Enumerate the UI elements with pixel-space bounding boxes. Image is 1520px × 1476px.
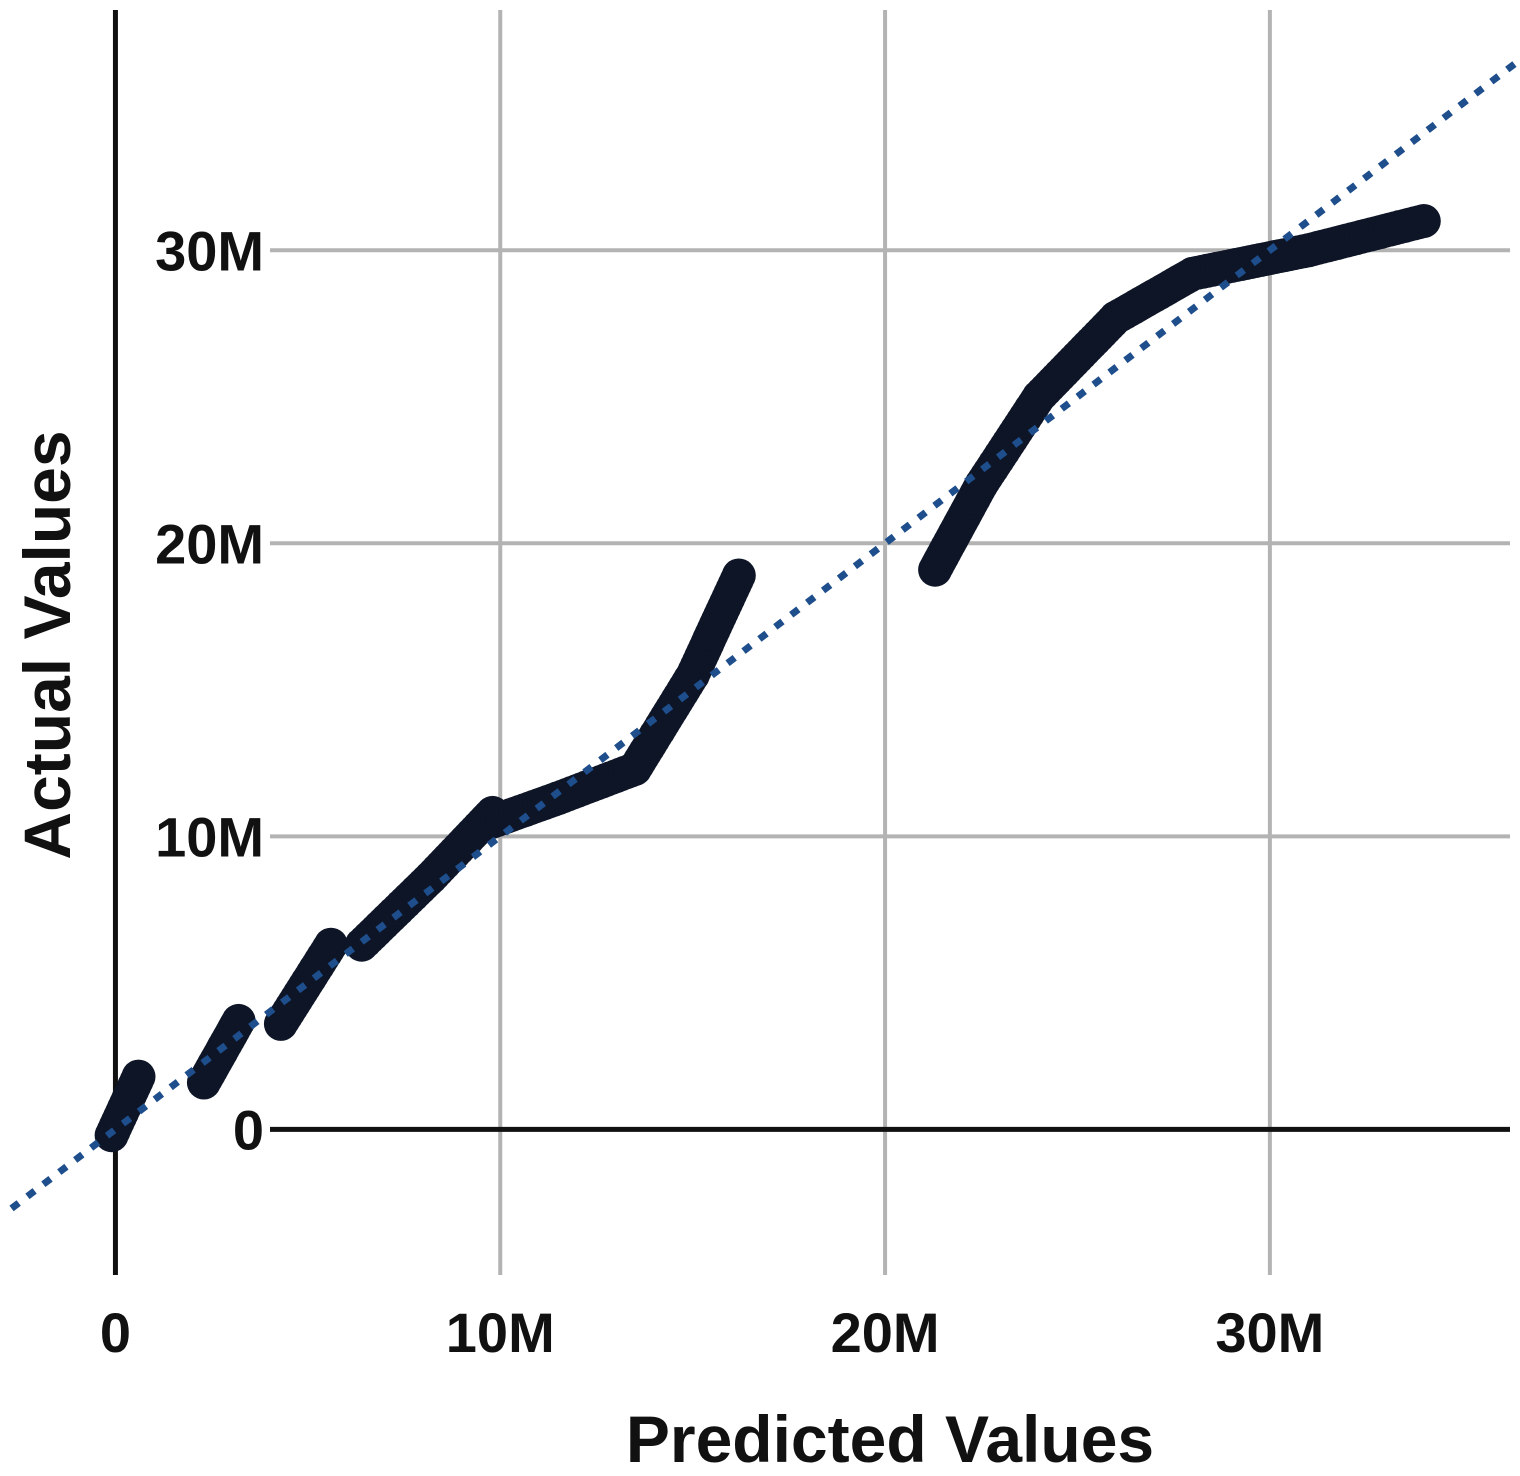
y-tick-label: 20M: [155, 512, 264, 575]
axis-layer: [112, 10, 1510, 1275]
data-point: [1406, 204, 1441, 238]
reference-line: [9, 59, 1519, 1212]
data-point: [221, 1003, 256, 1038]
y-axis-title: Actual Values: [10, 430, 84, 859]
data-point: [721, 558, 756, 593]
x-tick-label: 0: [100, 1301, 131, 1364]
x-axis-title: Predicted Values: [626, 1402, 1154, 1476]
point-layer: [94, 204, 1441, 1153]
data-point: [121, 1059, 156, 1094]
grid-layer: [270, 10, 1510, 1275]
y-tick-label: 10M: [155, 805, 264, 868]
label-layer: 0 10M 20M 30M 0 10M 20M 30M: [100, 219, 1324, 1364]
x-tick-label: 10M: [446, 1301, 555, 1364]
x-tick-label: 30M: [1215, 1301, 1324, 1364]
y-tick-label: 30M: [155, 219, 264, 282]
y-tick-label: 0: [233, 1098, 264, 1161]
reference-layer: [9, 59, 1519, 1212]
x-tick-label: 20M: [831, 1301, 940, 1364]
data-point: [313, 927, 348, 962]
